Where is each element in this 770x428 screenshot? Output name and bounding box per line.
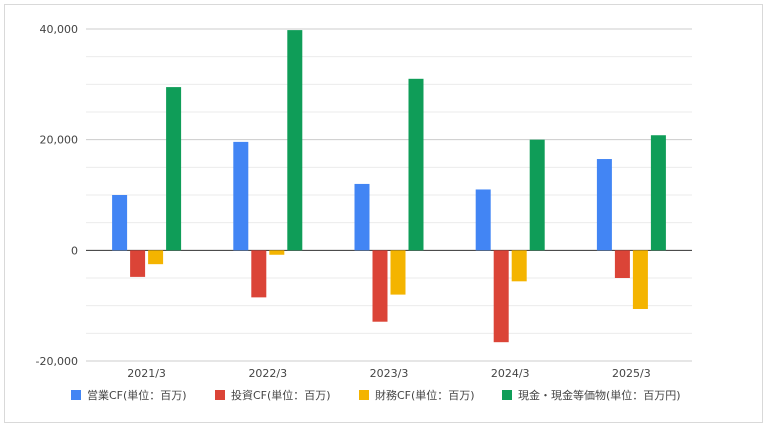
x-tick-label: 2025/3 bbox=[612, 367, 651, 380]
legend-swatch bbox=[502, 390, 512, 400]
bar-series-1-2024-3 bbox=[475, 189, 491, 251]
legend-label: 投資CF(単位：百万) bbox=[231, 388, 331, 402]
legend-swatch bbox=[359, 390, 369, 400]
bar-series-3-2024-3 bbox=[511, 250, 527, 282]
bar-series-4-2021-3 bbox=[166, 87, 182, 251]
x-axis-ticks: 2021/3 2022/3 2023/3 2024/3 2025/3 bbox=[127, 367, 651, 380]
y-tick-label: 40,000 bbox=[40, 23, 79, 36]
legend-label: 財務CF(単位：百万) bbox=[375, 388, 475, 402]
legend-label: 現金・現金等価物(単位：百万円) bbox=[518, 388, 681, 402]
bar-series-1-2023-3 bbox=[354, 183, 370, 251]
x-tick-label: 2022/3 bbox=[248, 367, 287, 380]
bar-series-2-2022-3 bbox=[251, 250, 267, 298]
legend-swatch bbox=[215, 390, 225, 400]
bar-series-4-2022-3 bbox=[287, 30, 303, 251]
legend: 営業CF(単位：百万) 投資CF(単位：百万) 財務CF(単位：百万) 現金・現金等価… bbox=[71, 388, 681, 402]
y-axis-ticks: 40,000 20,000 0 -20,000 bbox=[36, 23, 78, 368]
y-tick-label: 20,000 bbox=[40, 134, 79, 147]
gridlines bbox=[86, 28, 692, 362]
bar-series-2-2024-3 bbox=[493, 250, 509, 343]
x-tick-label: 2023/3 bbox=[370, 367, 409, 380]
bar-series-3-2023-3 bbox=[390, 250, 406, 295]
bar-series-3-2021-3 bbox=[148, 250, 164, 265]
x-tick-label: 2024/3 bbox=[491, 367, 530, 380]
bar-series-2-2023-3 bbox=[372, 250, 388, 322]
bars bbox=[112, 30, 666, 343]
bar-series-4-2025-3 bbox=[650, 135, 666, 251]
legend-label: 営業CF(単位：百万) bbox=[87, 388, 187, 402]
chart-frame bbox=[4, 4, 763, 423]
bar-series-4-2024-3 bbox=[529, 139, 545, 251]
bar-series-3-2025-3 bbox=[632, 250, 648, 309]
bar-series-4-2023-3 bbox=[408, 78, 424, 251]
bar-series-1-2025-3 bbox=[596, 159, 612, 251]
y-tick-label: 0 bbox=[71, 244, 78, 257]
legend-swatch bbox=[71, 390, 81, 400]
bar-series-2-2021-3 bbox=[130, 250, 146, 277]
bar-series-1-2022-3 bbox=[233, 141, 249, 251]
bar-series-1-2021-3 bbox=[112, 195, 128, 251]
x-tick-label: 2021/3 bbox=[127, 367, 166, 380]
y-tick-label: -20,000 bbox=[36, 355, 78, 368]
bar-series-3-2022-3 bbox=[269, 250, 285, 255]
bar-series-2-2025-3 bbox=[614, 250, 630, 278]
